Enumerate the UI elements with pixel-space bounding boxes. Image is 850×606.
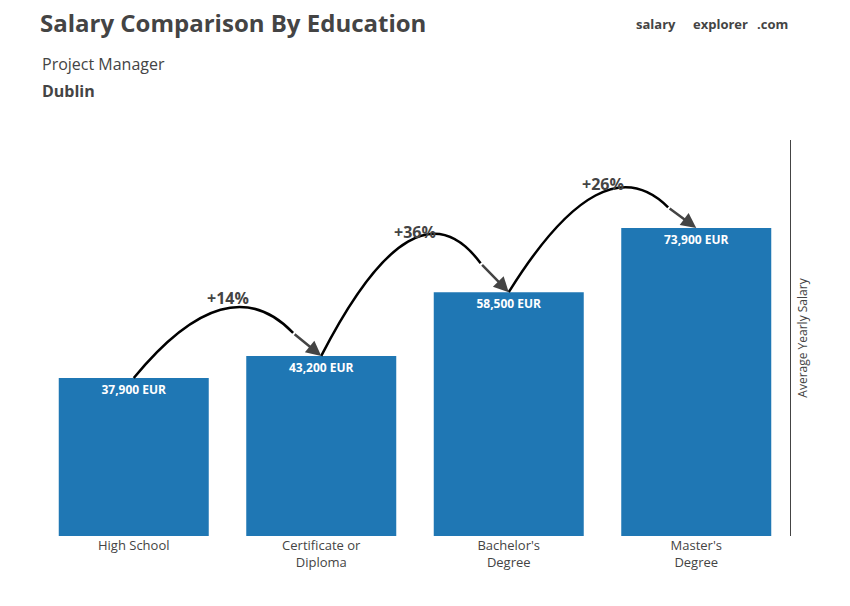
- svg-text:43,200 EUR: 43,200 EUR: [289, 359, 354, 376]
- svg-text:explorer: explorer: [693, 15, 748, 33]
- svg-text:+26%: +26%: [582, 173, 624, 195]
- svg-text:37,900 EUR: 37,900 EUR: [101, 381, 166, 398]
- svg-text:High School: High School: [98, 536, 170, 554]
- svg-text:Dublin: Dublin: [42, 80, 95, 102]
- svg-text:Certificate orDiploma: Certificate orDiploma: [282, 536, 361, 571]
- svg-text:58,500 EUR: 58,500 EUR: [476, 295, 541, 312]
- svg-text:Salary Comparison By Education: Salary Comparison By Education: [40, 6, 426, 39]
- svg-text:+36%: +36%: [394, 221, 436, 243]
- svg-text:Average Yearly Salary: Average Yearly Salary: [794, 277, 811, 397]
- svg-text:Bachelor'sDegree: Bachelor'sDegree: [477, 536, 540, 571]
- svg-text:Project Manager: Project Manager: [42, 53, 165, 75]
- svg-text:.com: .com: [757, 15, 788, 33]
- svg-text:Master'sDegree: Master'sDegree: [671, 536, 722, 571]
- svg-text:73,900 EUR: 73,900 EUR: [664, 231, 729, 248]
- svg-text:+14%: +14%: [207, 287, 249, 309]
- svg-text:salary: salary: [636, 15, 676, 33]
